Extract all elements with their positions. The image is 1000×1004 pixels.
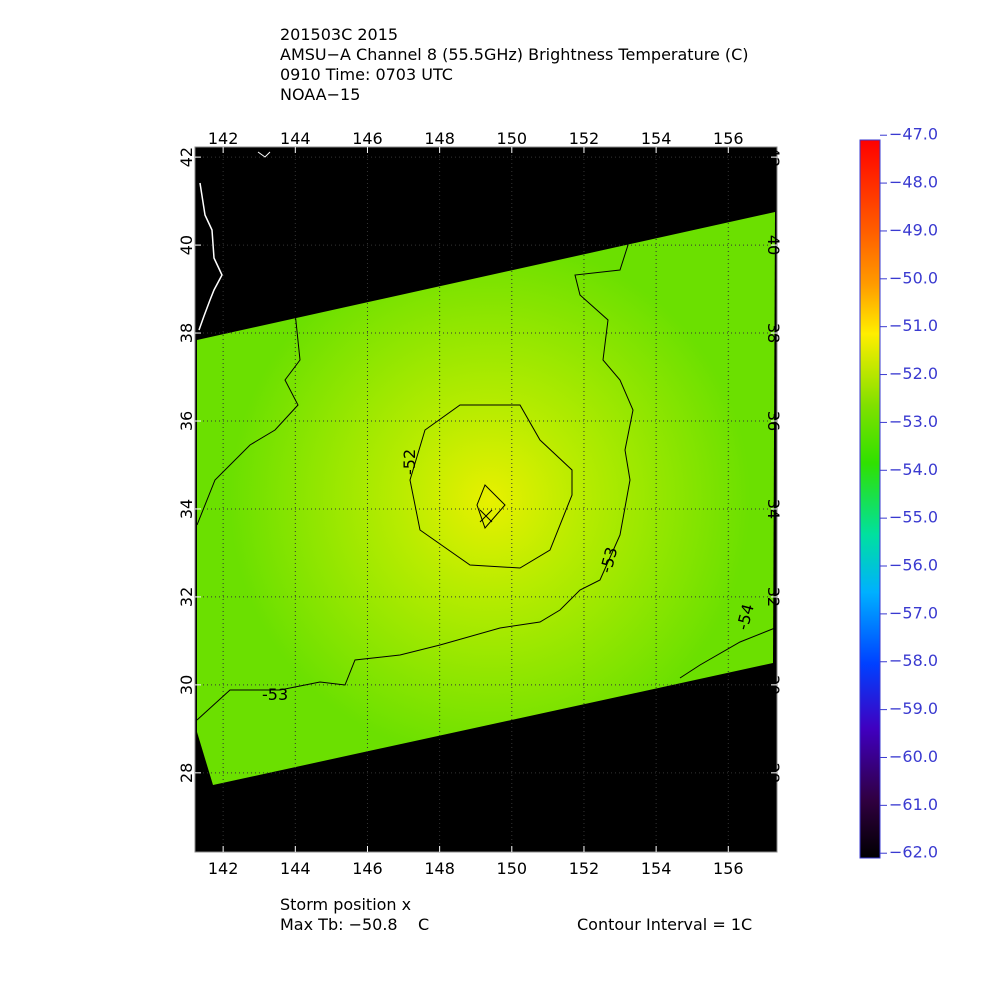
contour-line: [196, 311, 301, 526]
lat-label: 42: [177, 147, 196, 167]
contours: [196, 229, 776, 721]
lon-label: 150: [497, 129, 528, 148]
colorbar-label: −48.0: [889, 173, 938, 192]
lat-label: 42: [764, 147, 783, 167]
lat-label: 28: [177, 763, 196, 783]
lon-label: 152: [569, 129, 600, 148]
lat-label: 36: [764, 411, 783, 431]
colorbar-label: −56.0: [889, 556, 938, 575]
lon-label: 146: [352, 129, 383, 148]
contour-line: [679, 627, 776, 679]
lat-label: 38: [764, 323, 783, 343]
colorbar-label: −62.0: [889, 843, 938, 862]
contour-label: -52: [400, 449, 419, 475]
lat-label: 30: [764, 675, 783, 695]
lat-label: 40: [764, 235, 783, 255]
lon-label: 142: [208, 129, 239, 148]
lon-label: 142: [208, 859, 239, 878]
lon-label: 156: [713, 859, 744, 878]
footer-text: Storm position x: [280, 895, 411, 914]
lon-label: 150: [497, 859, 528, 878]
lat-label: 34: [177, 499, 196, 519]
lat-label: 36: [177, 411, 196, 431]
contour-line: [409, 404, 573, 569]
lat-label: 32: [764, 587, 783, 607]
colorbar-label: −49.0: [889, 220, 938, 239]
colorbar-label: −53.0: [889, 412, 938, 431]
colorbar: [859, 139, 881, 859]
lat-label: 32: [177, 587, 196, 607]
colorbar-label: −50.0: [889, 268, 938, 287]
contour-line: [196, 229, 634, 721]
lon-label: 148: [424, 859, 455, 878]
lat-label: 30: [177, 675, 196, 695]
lat-label: 38: [177, 323, 196, 343]
contour-line: [476, 484, 506, 529]
colorbar-label: −58.0: [889, 651, 938, 670]
coastline: [257, 151, 271, 158]
colorbar-label: −55.0: [889, 508, 938, 527]
lat-label: 34: [764, 499, 783, 519]
contour-label: -53: [262, 685, 288, 704]
colorbar-label: −57.0: [889, 603, 938, 622]
lat-label: 40: [177, 235, 196, 255]
lon-label: 154: [641, 859, 672, 878]
footer-text: Contour Interval = 1C: [577, 915, 752, 934]
title-line: NOAA−15: [280, 85, 360, 104]
swath: [197, 212, 775, 785]
storm-position: [479, 509, 493, 523]
title-line: AMSU−A Channel 8 (55.5GHz) Brightness Te…: [280, 45, 749, 64]
colorbar-label: −59.0: [889, 699, 938, 718]
lon-label: 156: [713, 129, 744, 148]
colorbar-label: −60.0: [889, 747, 938, 766]
colorbar-label: −47.0: [889, 125, 938, 144]
lon-label: 146: [352, 859, 383, 878]
lon-label: 144: [280, 859, 311, 878]
lat-label: 28: [764, 763, 783, 783]
colorbar-label: −52.0: [889, 364, 938, 383]
title-line: 0910 Time: 0703 UTC: [280, 65, 453, 84]
colorbar-label: −61.0: [889, 795, 938, 814]
colorbar-label: −54.0: [889, 460, 938, 479]
lon-label: 144: [280, 129, 311, 148]
footer-text: Max Tb: −50.8 C: [280, 915, 429, 934]
lon-label: 154: [641, 129, 672, 148]
lon-label: 148: [424, 129, 455, 148]
colorbar-label: −51.0: [889, 316, 938, 335]
coastline: [198, 182, 223, 331]
lon-label: 152: [569, 859, 600, 878]
title-line: 201503C 2015: [280, 25, 398, 44]
